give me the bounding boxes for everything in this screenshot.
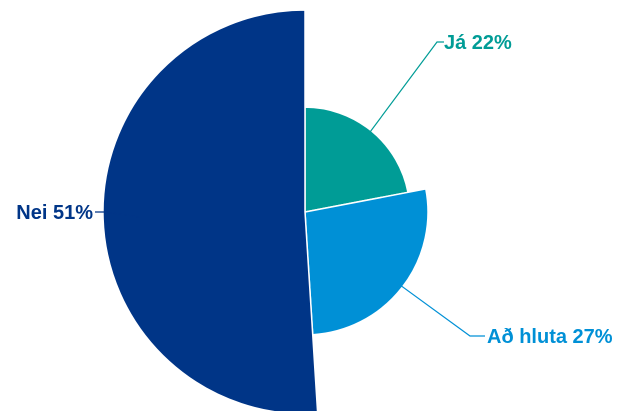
data-label-að-hluta: Að hluta 27% [487,326,613,348]
leader-line-nei [95,211,140,218]
pie-slice-já [304,106,409,213]
data-label-nei: Nei 51% [16,202,93,224]
pie-slice-nei [102,9,319,411]
pie-slice-að-hluta [304,188,429,336]
leader-line-já [359,41,444,147]
leader-line-að-hluta [384,273,485,337]
data-label-já: Já 22% [444,32,512,54]
